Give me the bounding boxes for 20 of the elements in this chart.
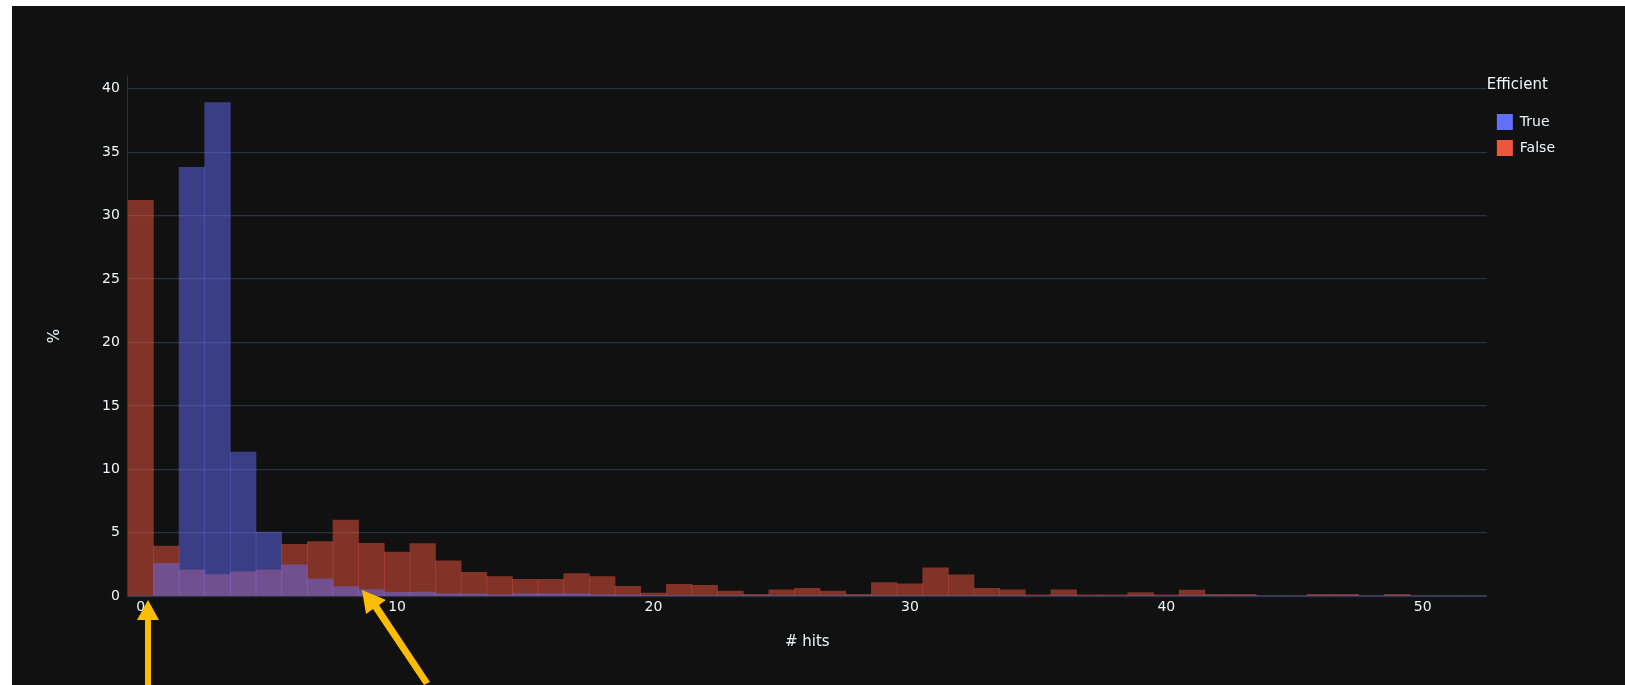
y-tick-label: 10: [101, 459, 120, 476]
y-tick-label: 40: [101, 79, 120, 96]
legend-label: True: [1518, 112, 1550, 129]
x-tick-label: 20: [644, 598, 663, 615]
y-tick-label: 15: [101, 396, 120, 413]
legend-label: False: [1519, 138, 1556, 155]
x-tick-label: 0: [136, 598, 146, 615]
y-tick-label: 0: [110, 586, 120, 603]
y-tick-label: 20: [101, 333, 120, 350]
y-tick-label: 30: [101, 206, 120, 223]
y-axis-title: %: [44, 328, 63, 344]
legend-title: Efficient: [1486, 75, 1548, 94]
y-tick-label: 5: [110, 523, 120, 540]
x-tick-label: 50: [1413, 598, 1432, 615]
x-tick-label: 40: [1157, 598, 1176, 615]
x-tick-label: 30: [900, 598, 919, 615]
x-axis-title: # hits: [784, 631, 830, 650]
y-tick-label: 35: [101, 142, 120, 159]
y-tick-label: 25: [101, 269, 120, 286]
x-tick-label: 10: [388, 598, 406, 615]
